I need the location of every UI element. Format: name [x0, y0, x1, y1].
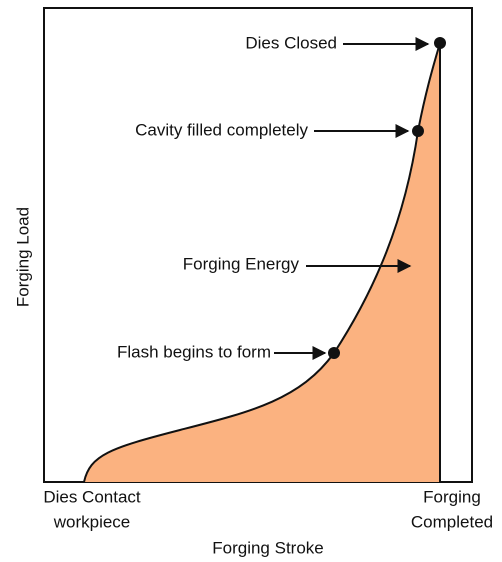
x-start-label: Dies Contact	[43, 487, 141, 506]
x-start-label: workpiece	[53, 512, 131, 531]
point	[328, 347, 340, 359]
x-axis-label: Forging Stroke	[212, 538, 324, 557]
energy-area	[84, 43, 440, 482]
x-end-label: Completed	[411, 512, 493, 531]
point	[412, 125, 424, 137]
x-end-label: Forging	[423, 487, 481, 506]
y-axis-label: Forging Load	[13, 207, 32, 307]
point	[434, 37, 446, 49]
annotation: Cavity filled completely	[135, 120, 308, 139]
annotation: Dies Closed	[245, 33, 337, 52]
annotation: Flash begins to form	[117, 342, 271, 361]
annotation: Forging Energy	[183, 254, 300, 273]
